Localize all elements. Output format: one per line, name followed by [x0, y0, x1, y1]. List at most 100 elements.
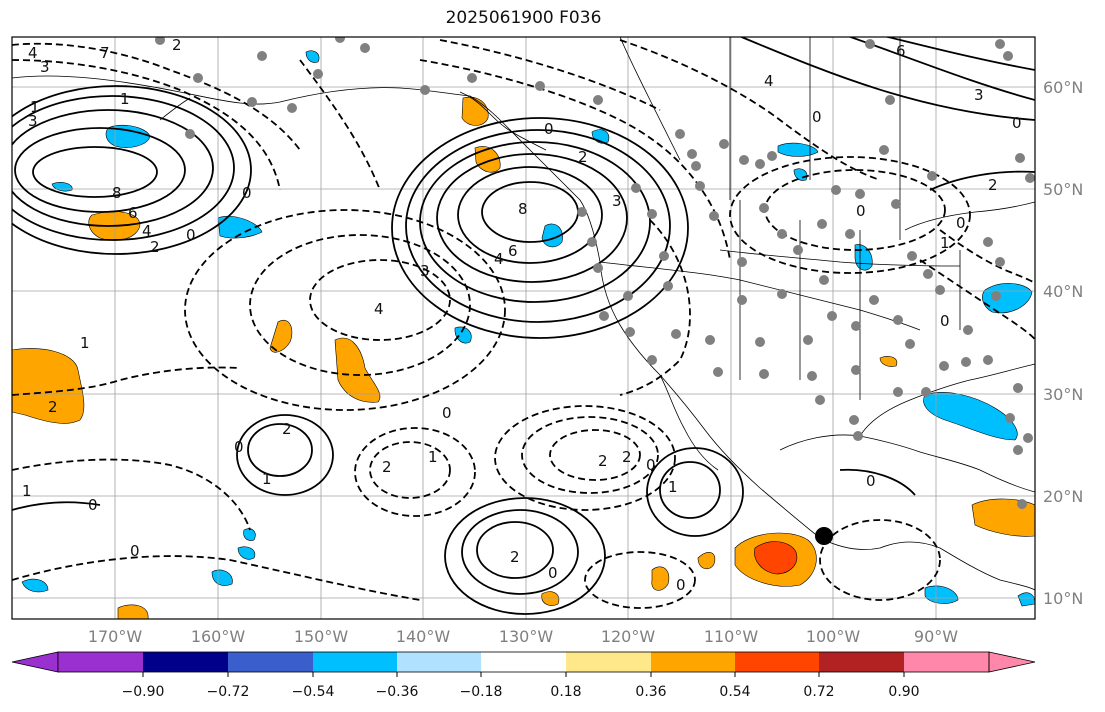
contour-label: 6	[128, 204, 138, 222]
lon-label: 120°W	[601, 627, 656, 646]
contour-label: 0	[866, 472, 876, 490]
colorbar-bin	[143, 652, 228, 672]
map-panel	[12, 37, 1035, 619]
contour-label: 4	[374, 300, 384, 318]
contour-label: 4	[142, 222, 152, 240]
contour-label: 1	[668, 478, 678, 496]
contour-label: 2	[622, 448, 632, 466]
contour-label: 1	[120, 90, 130, 108]
contour-label: 2	[48, 398, 58, 416]
contour-label: 2	[150, 238, 160, 256]
colorbar-bin	[313, 652, 397, 672]
contour-label: 6	[896, 42, 906, 60]
colorbar-bin	[904, 652, 989, 672]
contour-label: 0	[940, 312, 950, 330]
colorbar-bin	[228, 652, 313, 672]
coastlines	[12, 37, 1035, 591]
contour-label: 0	[544, 120, 554, 138]
storm-center-marker	[815, 527, 833, 545]
colorbar-tick-label: 0.36	[635, 684, 666, 700]
contour-label: 3	[40, 58, 50, 76]
colorbar-tick-label: 0.54	[719, 684, 750, 700]
contour-label: 2	[988, 176, 998, 194]
negative-anomaly-region	[211, 569, 233, 586]
positive-anomaly-region	[117, 604, 149, 619]
contour-label: 0	[856, 202, 866, 220]
contour-label: 0	[812, 108, 822, 126]
map-title: 2025061900 F036	[445, 8, 602, 28]
colorbar-tick-label: 0.90	[888, 684, 919, 700]
colorbar-bin	[819, 652, 904, 672]
colorbar-extend-high	[988, 651, 1036, 673]
contour-label: 0	[676, 576, 686, 594]
positive-anomaly-region	[651, 566, 670, 591]
contour-label: 7	[100, 44, 110, 62]
lat-label: 20°N	[1043, 487, 1083, 506]
colorbar-tick-label: −0.72	[207, 684, 250, 700]
colorbar: −0.90 −0.72 −0.54 −0.36 −0.18 0.18 0.36 …	[11, 651, 1036, 700]
contour-label: 1	[30, 98, 40, 116]
colorbar-bin	[735, 652, 819, 672]
positive-anomaly-region	[334, 337, 381, 403]
colorbar-tick-label: −0.54	[292, 684, 335, 700]
lon-label: 170°W	[88, 627, 143, 646]
lon-label: 160°W	[191, 627, 246, 646]
contour-labels: 4 3 7 2 1 3 8 6 4 2 0 1 0 8 6 4 3 2 3 4 …	[22, 36, 1022, 594]
lat-label: 60°N	[1043, 78, 1083, 97]
positive-anomaly-region	[541, 591, 560, 606]
positive-anomaly-region	[971, 498, 1035, 537]
contour-label: 0	[646, 456, 656, 474]
contour-label: 1	[940, 234, 950, 252]
negative-anomaly-region	[923, 392, 1018, 441]
lon-label: 130°W	[499, 627, 554, 646]
lon-label: 90°W	[914, 627, 958, 646]
latitude-labels: 60°N 50°N 40°N 30°N 20°N 10°N	[1043, 78, 1083, 608]
contour-label: 2	[598, 452, 608, 470]
contour-label: 4	[494, 250, 504, 268]
positive-anomaly-region	[12, 348, 85, 424]
colorbar-bin	[481, 652, 566, 672]
lat-label: 30°N	[1043, 385, 1083, 404]
positive-anomaly-region	[474, 146, 501, 173]
contour-label: 3	[612, 192, 622, 210]
negative-anomaly-region	[217, 215, 263, 239]
dashed-contours	[12, 39, 1035, 609]
colorbar-bin	[566, 652, 651, 672]
contour-label: 0	[548, 564, 558, 582]
lon-label: 100°W	[806, 627, 861, 646]
contour-label: 1	[80, 334, 90, 352]
contour-label: 2	[382, 458, 392, 476]
negative-anomaly-region	[1017, 592, 1035, 607]
negative-anomaly-region	[21, 578, 49, 593]
contour-label: 4	[28, 44, 38, 62]
negative-anomaly-region	[777, 142, 819, 157]
longitude-labels: 170°W 160°W 150°W 140°W 130°W 120°W 110°…	[88, 627, 958, 646]
contour-label: 6	[508, 242, 518, 260]
contour-label: 2	[172, 36, 182, 54]
colorbar-bin	[397, 652, 481, 672]
contour-label: 0	[442, 404, 452, 422]
colorbar-tick-label: −0.36	[376, 684, 419, 700]
lat-label: 50°N	[1043, 180, 1083, 199]
contour-label: 2	[510, 548, 520, 566]
colorbar-tick-label: −0.18	[460, 684, 503, 700]
colorbar-tick-label: 0.18	[550, 684, 581, 700]
positive-anomaly-region	[697, 552, 716, 570]
contour-label: 0	[234, 438, 244, 456]
lon-label: 140°W	[396, 627, 451, 646]
map-frame	[11, 36, 1036, 620]
positive-anomaly-region	[879, 356, 898, 367]
negative-anomaly-region	[105, 124, 151, 148]
contour-label: 1	[22, 482, 32, 500]
contour-label: 0	[956, 214, 966, 232]
colorbar-tick-label: −0.90	[122, 684, 165, 700]
contour-label: 8	[112, 184, 122, 202]
lon-label: 150°W	[294, 627, 349, 646]
contour-label: 0	[88, 496, 98, 514]
lat-label: 10°N	[1043, 589, 1083, 608]
contour-label: 2	[282, 420, 292, 438]
contour-label: 0	[186, 226, 196, 244]
contour-label: 0	[1012, 114, 1022, 132]
contour-label: 1	[428, 448, 438, 466]
station-dots	[155, 37, 1035, 509]
